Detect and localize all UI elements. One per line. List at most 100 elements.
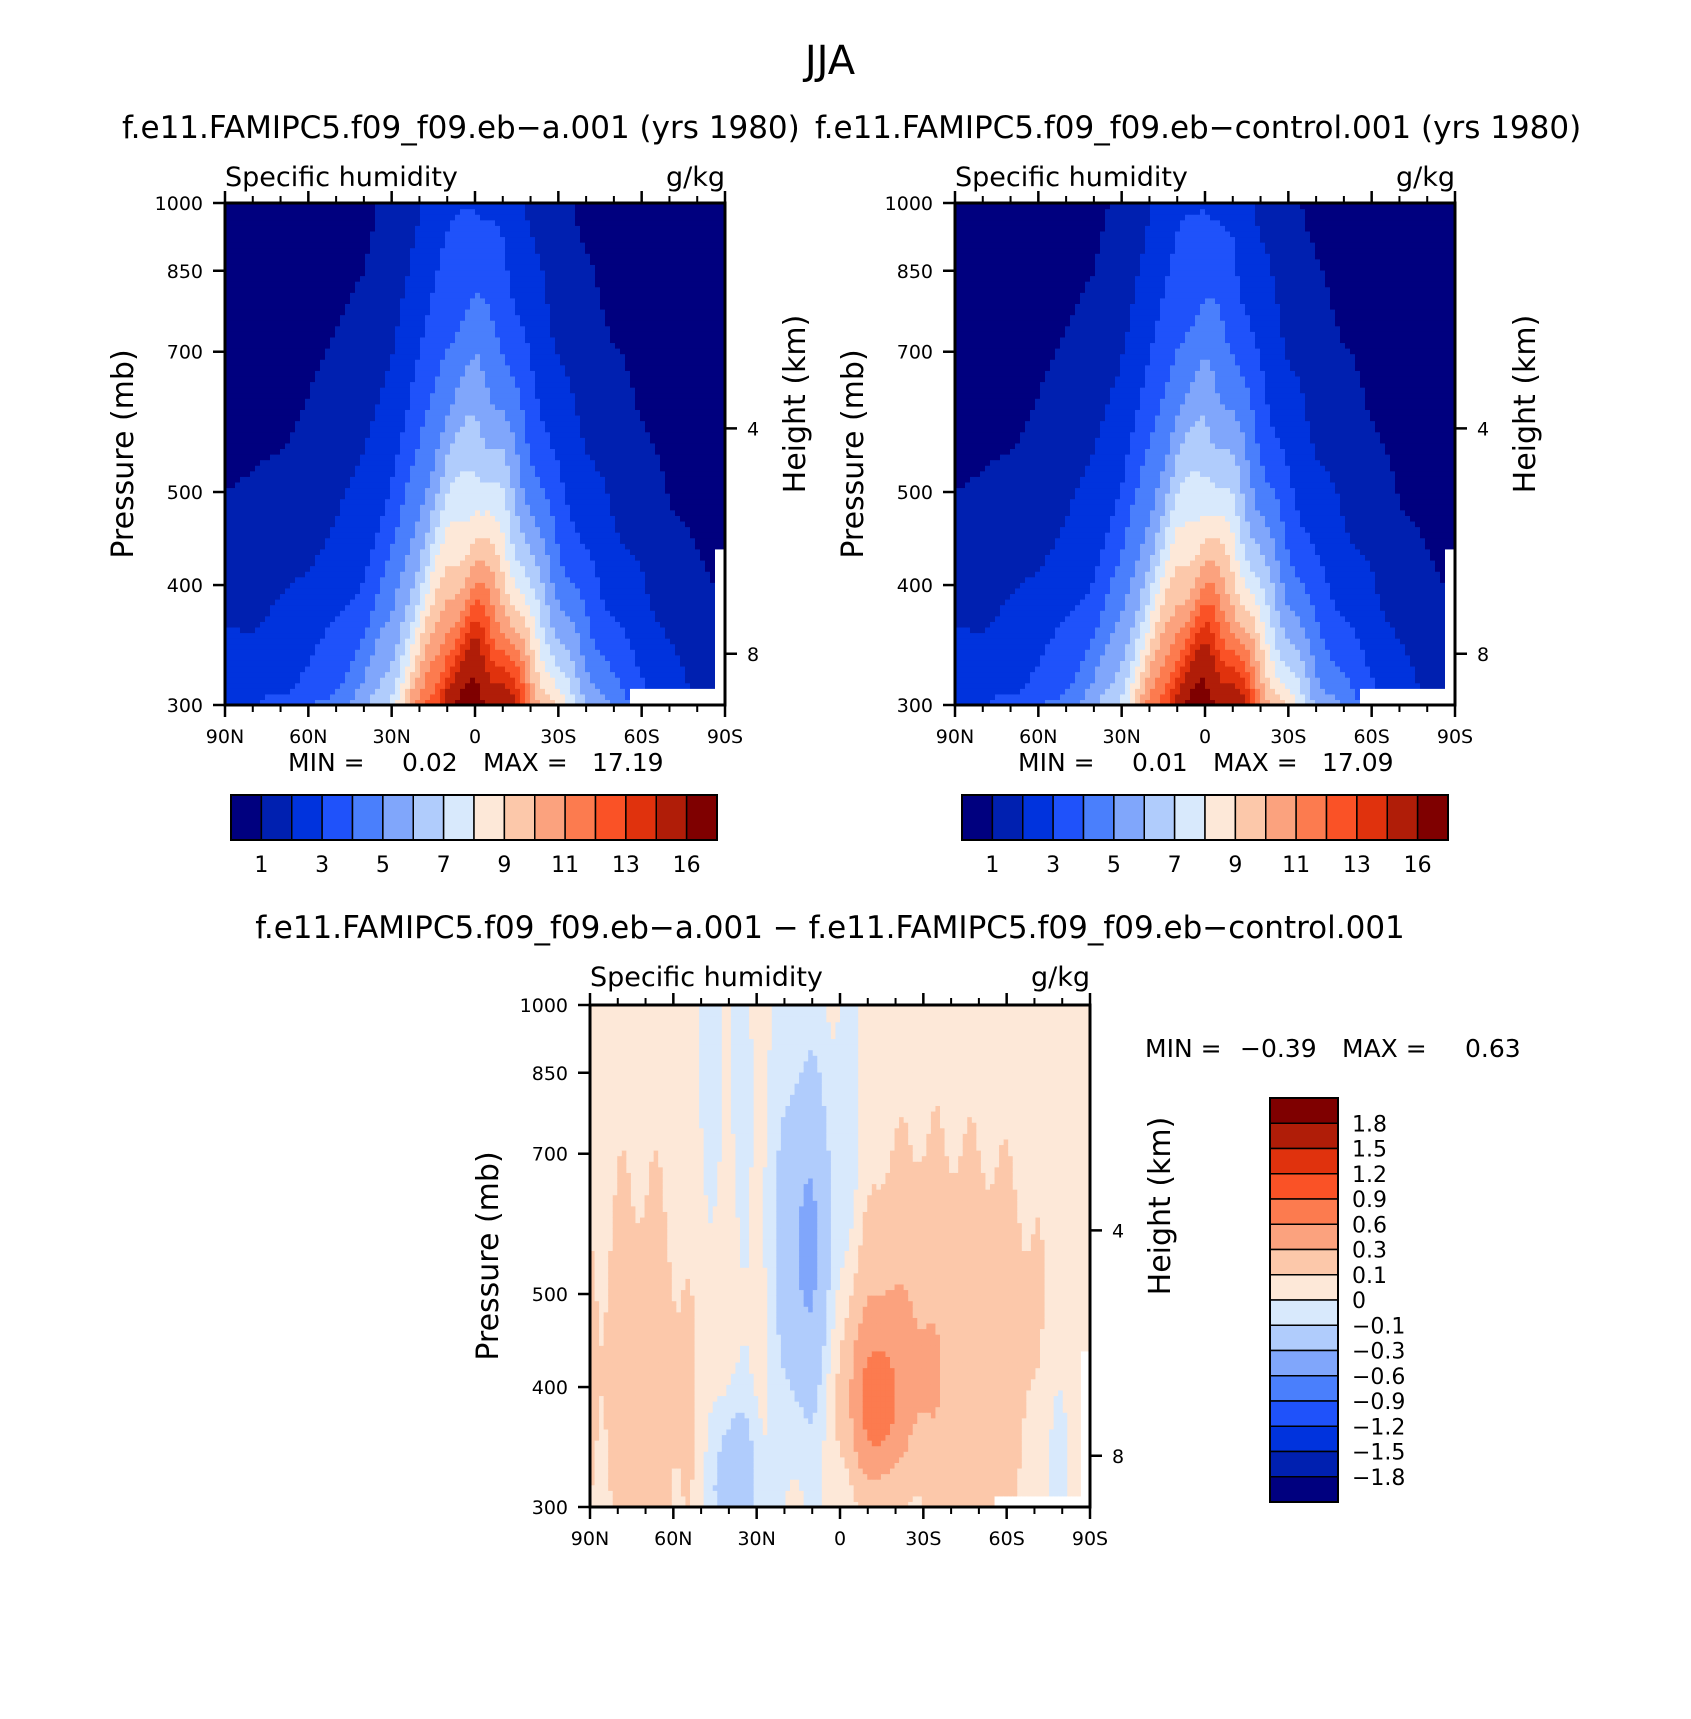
field-cell — [335, 665, 341, 673]
field-cell — [230, 532, 236, 539]
field-cell — [470, 247, 476, 254]
field-cell — [295, 370, 301, 377]
field-cell — [435, 693, 441, 701]
field-cell — [330, 359, 336, 366]
field-cell — [495, 247, 501, 254]
field-cell — [405, 604, 411, 611]
field-cell — [430, 587, 436, 595]
field-cell — [485, 593, 491, 600]
field-cell — [290, 615, 296, 622]
field-cell — [460, 660, 466, 667]
field-cell — [250, 297, 256, 304]
field-cell — [495, 632, 501, 639]
field-cell — [300, 281, 306, 288]
field-cell — [365, 543, 371, 550]
field-cell — [245, 604, 251, 611]
field-cell — [415, 320, 421, 327]
field-cell — [430, 643, 436, 650]
field-cell — [225, 214, 231, 221]
field-cell — [225, 610, 231, 617]
field-cell — [295, 643, 301, 650]
field-cell — [480, 342, 486, 349]
field-cell — [235, 392, 241, 399]
field-cell — [320, 504, 326, 511]
field-cell — [375, 414, 381, 422]
field-cell — [315, 554, 321, 561]
field-cell — [480, 593, 486, 600]
field-cell — [350, 493, 356, 500]
field-cell — [475, 632, 481, 639]
field-cell — [350, 303, 356, 310]
field-cell — [405, 286, 411, 293]
field-cell — [230, 308, 236, 316]
field-cell — [260, 375, 266, 383]
field-cell — [495, 414, 501, 422]
field-cell — [450, 269, 456, 277]
field-cell — [290, 247, 296, 254]
field-cell — [250, 587, 256, 595]
field-cell — [410, 308, 416, 316]
field-cell — [285, 253, 291, 260]
field-cell — [395, 219, 401, 226]
field-cell — [465, 459, 471, 466]
field-cell — [265, 532, 271, 539]
field-cell — [315, 208, 321, 215]
field-cell — [330, 526, 336, 533]
field-cell — [390, 638, 396, 645]
field-cell — [235, 353, 241, 360]
field-cell — [355, 314, 361, 321]
field-cell — [265, 208, 271, 215]
field-cell — [425, 297, 431, 304]
field-cell — [415, 643, 421, 650]
field-cell — [270, 682, 276, 689]
field-cell — [440, 281, 446, 288]
field-cell — [325, 532, 331, 539]
field-cell — [320, 269, 326, 277]
field-cell — [245, 470, 251, 477]
field-cell — [230, 582, 236, 589]
field-cell — [290, 481, 296, 489]
field-cell — [385, 247, 391, 254]
field-cell — [440, 470, 446, 477]
field-cell — [235, 381, 241, 388]
field-cell — [490, 465, 496, 472]
field-cell — [345, 370, 351, 377]
field-cell — [235, 236, 241, 243]
field-cell — [295, 621, 301, 628]
field-cell — [305, 571, 311, 578]
field-cell — [240, 559, 246, 567]
field-cell — [360, 437, 366, 444]
field-cell — [275, 604, 281, 611]
field-cell — [240, 610, 246, 617]
field-cell — [340, 214, 346, 221]
field-cell — [475, 565, 481, 572]
field-cell — [455, 559, 461, 567]
field-cell — [245, 359, 251, 366]
field-cell — [450, 487, 456, 494]
field-cell — [320, 643, 326, 650]
field-cell — [420, 476, 426, 483]
field-cell — [350, 481, 356, 489]
field-cell — [495, 437, 501, 444]
field-cell — [320, 208, 326, 215]
field-cell — [390, 403, 396, 410]
field-cell — [345, 398, 351, 405]
field-cell — [335, 320, 341, 327]
field-cell — [380, 387, 386, 394]
field-cell — [230, 454, 236, 461]
field-cell — [405, 459, 411, 466]
field-cell — [440, 214, 446, 221]
field-cell — [365, 504, 371, 511]
field-cell — [340, 320, 346, 327]
field-cell — [305, 414, 311, 422]
field-cell — [225, 297, 231, 304]
field-cell — [320, 515, 326, 522]
field-cell — [230, 543, 236, 550]
field-cell — [285, 699, 291, 705]
field-cell — [415, 387, 421, 394]
field-cell — [435, 253, 441, 260]
field-cell — [320, 554, 326, 561]
field-cell — [265, 303, 271, 310]
field-cell — [250, 476, 256, 483]
field-cell — [400, 520, 406, 528]
